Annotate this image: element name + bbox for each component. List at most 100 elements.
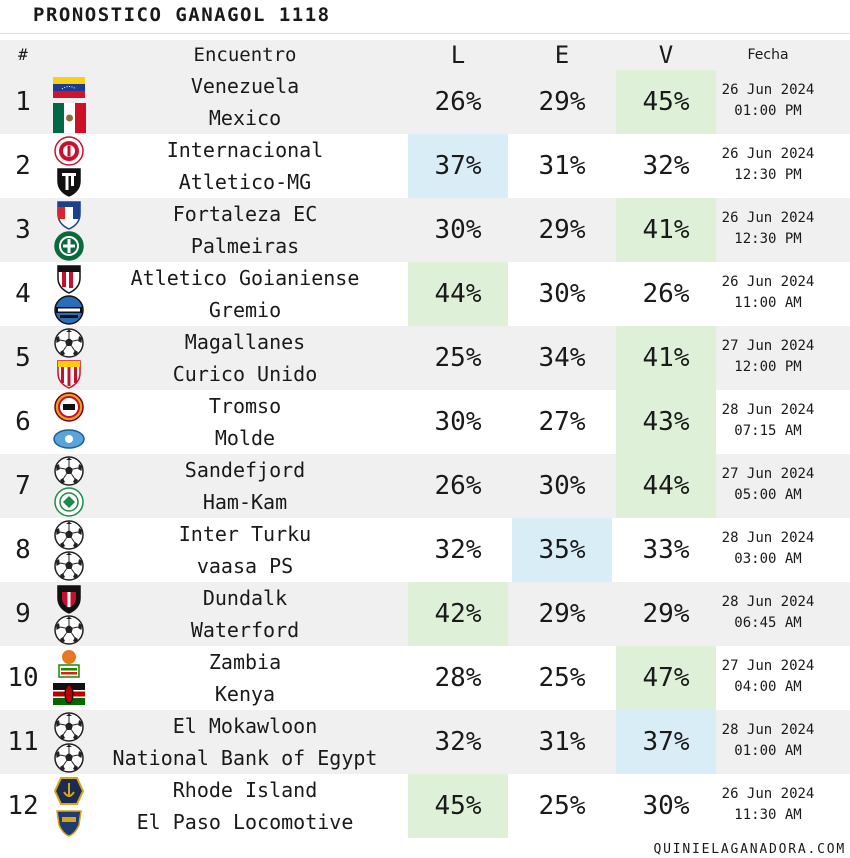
row-number: 3 (15, 215, 31, 245)
home-team: Dundalk (202, 586, 288, 610)
away-team: Gremio (208, 298, 282, 322)
table-row: 1 Venezuela Mexico 26% 29% 45% 26 Jun 2024 01:0… (0, 70, 850, 134)
visitor-pct: 30% (642, 791, 690, 821)
away-team: vaasa PS (196, 554, 294, 578)
atletico-goianiense-crest-icon (52, 264, 86, 294)
table-row: 3 Fortaleza EC Palmeiras 30% 29% 41% 26 Jun 20… (0, 198, 850, 262)
molde-crest-icon (52, 423, 86, 453)
table-row: 5 Magallanes Curico Unido 25% 34% 41% 27 Jun 2… (0, 326, 850, 390)
table-row: 9 Dundalk Waterford 42% 29% 29% 28 Jun 2024 06:… (0, 582, 850, 646)
match-date: 26 Jun 2024 (721, 82, 815, 98)
soccer-ball-icon (52, 520, 86, 550)
away-team: Curico Unido (172, 362, 318, 386)
local-pct: 32% (434, 535, 482, 565)
draw-pct: 31% (538, 151, 586, 181)
row-number: 9 (15, 599, 31, 629)
row-number: 2 (15, 151, 31, 181)
header-fecha: Fecha (747, 47, 789, 63)
curico-unido-crest-icon (52, 359, 86, 389)
home-team: Inter Turku (178, 522, 312, 546)
match-date: 26 Jun 2024 (721, 146, 815, 162)
soccer-ball-icon (52, 615, 86, 645)
match-date: 28 Jun 2024 (721, 402, 815, 418)
row-number: 6 (15, 407, 31, 437)
match-date: 27 Jun 2024 (721, 466, 815, 482)
draw-pct: 29% (538, 215, 586, 245)
away-team: Waterford (190, 618, 300, 642)
home-team: Rhode Island (172, 778, 318, 802)
visitor-pct: 45% (616, 70, 716, 134)
local-pct: 37% (408, 134, 508, 198)
local-pct: 26% (434, 471, 482, 501)
gremio-crest-icon (52, 295, 86, 325)
header-visita: V (658, 41, 674, 69)
page-title: PRONOSTICO GANAGOL 1118 (33, 4, 331, 26)
visitor-pct: 41% (616, 198, 716, 262)
visitor-pct: 47% (616, 646, 716, 710)
zambia-crest-icon (52, 648, 86, 678)
match-date: 27 Jun 2024 (721, 338, 815, 354)
row-number: 11 (7, 727, 39, 757)
visitor-pct: 29% (642, 599, 690, 629)
soccer-ball-icon (52, 551, 86, 581)
match-date: 26 Jun 2024 (721, 274, 815, 290)
draw-pct: 25% (538, 663, 586, 693)
visitor-pct: 41% (616, 326, 716, 390)
match-time: 12:30 PM (734, 167, 802, 183)
match-date: 26 Jun 2024 (721, 786, 815, 802)
row-number: 5 (15, 343, 31, 373)
away-team: El Paso Locomotive (136, 810, 354, 834)
soccer-ball-icon (52, 743, 86, 773)
draw-pct: 31% (538, 727, 586, 757)
home-team: Zambia (208, 650, 282, 674)
atletico-mg-crest-icon (52, 167, 86, 197)
draw-pct: 30% (538, 471, 586, 501)
match-date: 27 Jun 2024 (721, 658, 815, 674)
local-pct: 45% (408, 774, 508, 838)
away-team: Atletico-MG (178, 170, 312, 194)
local-pct: 30% (434, 407, 482, 437)
table-row: 10 Zambia Kenya 28% 25% 47% 27 Jun 2024 04:00 A… (0, 646, 850, 710)
home-team: Internacional (166, 138, 324, 162)
site-watermark: QUINIELAGANADORA.COM (653, 842, 846, 857)
match-time: 11:00 AM (734, 295, 802, 311)
rhode-island-crest-icon (52, 776, 86, 806)
match-time: 01:00 PM (734, 103, 802, 119)
row-number: 10 (7, 663, 39, 693)
internacional-crest-icon (52, 136, 86, 166)
mexico-flag-icon (52, 103, 86, 133)
el-paso-locomotive-crest-icon (52, 807, 86, 837)
match-time: 04:00 AM (734, 679, 802, 695)
header-local: L (450, 41, 466, 69)
draw-pct: 35% (512, 518, 612, 582)
local-pct: 30% (434, 215, 482, 245)
visitor-pct: 37% (616, 710, 716, 774)
local-pct: 28% (434, 663, 482, 693)
header-empate: E (554, 41, 570, 69)
draw-pct: 25% (538, 791, 586, 821)
soccer-ball-icon (52, 328, 86, 358)
table-row: 6 Tromso Molde 30% 27% 43% 28 Jun 2024 07:15 AM (0, 390, 850, 454)
tromso-crest-icon (52, 392, 86, 422)
draw-pct: 29% (538, 87, 586, 117)
visitor-pct: 44% (616, 454, 716, 518)
table-row: 7 Sandefjord Ham-Kam 26% 30% 44% 27 Jun 2024 05… (0, 454, 850, 518)
ham-kam-crest-icon (52, 487, 86, 517)
table-header: # Encuentro L E V Fecha (0, 40, 850, 70)
match-time: 03:00 AM (734, 551, 802, 567)
venezuela-flag-icon (52, 72, 86, 102)
away-team: National Bank of Egypt (112, 746, 378, 770)
match-time: 12:30 PM (734, 231, 802, 247)
away-team: Kenya (214, 682, 276, 706)
soccer-ball-icon (52, 712, 86, 742)
row-number: 7 (15, 471, 31, 501)
away-team: Mexico (208, 106, 282, 130)
match-time: 11:30 AM (734, 807, 802, 823)
home-team: Magallanes (184, 330, 306, 354)
match-date: 26 Jun 2024 (721, 210, 815, 226)
home-team: Fortaleza EC (172, 202, 318, 226)
home-team: Tromso (208, 394, 282, 418)
home-team: El Mokawloon (172, 714, 318, 738)
draw-pct: 30% (538, 279, 586, 309)
row-number: 1 (15, 87, 31, 117)
